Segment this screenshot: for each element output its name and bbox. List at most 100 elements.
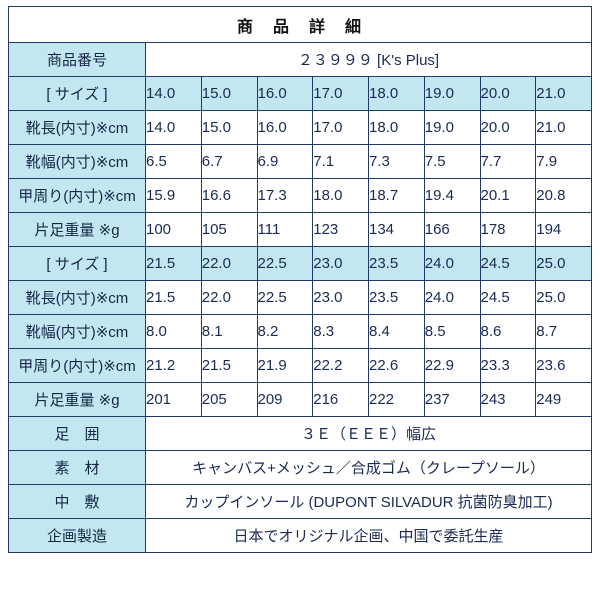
weight-row-2-value-0: 201 xyxy=(145,382,202,417)
weight-row-1-value-4: 134 xyxy=(368,212,425,247)
shoe-width-row-1-value-5: 7.5 xyxy=(423,144,481,179)
shoe-width-row-2-value-5: 8.5 xyxy=(423,314,481,349)
shoe-width-row-2-value-2: 8.2 xyxy=(256,314,314,349)
girth-row-1-value-0: 15.9 xyxy=(145,178,202,213)
size-row-2-label: [ サイズ ] xyxy=(8,246,146,281)
shoe-length-row-1-value-5: 19.0 xyxy=(423,110,481,145)
shoe-length-row-1-value-1: 15.0 xyxy=(200,110,258,145)
size-row-2-value-1: 22.0 xyxy=(200,246,258,281)
size-row-1-value-6: 20.0 xyxy=(479,76,537,111)
girth-row-1-value-6: 20.1 xyxy=(479,178,537,213)
table-row-girth-row-2: 甲周り(内寸)※cm 21.2 21.5 21.9 22.2 22.6 22.9 23.3 23… xyxy=(8,348,592,383)
size-row-1-value-0: 14.0 xyxy=(145,76,202,111)
shoe-length-row-2-value-1: 22.0 xyxy=(200,280,258,315)
weight-row-1-value-5: 166 xyxy=(423,212,481,247)
product-detail-table: 商 品 詳 細 商品番号 ２３９９９ [K's Plus][ サイズ ] 14.0 1… xyxy=(8,6,592,553)
table-row-production: 企画製造 日本でオリジナル企画、中国で委託生産 xyxy=(8,518,592,553)
shoe-width-row-1-value-0: 6.5 xyxy=(145,144,202,179)
table-row-girth-row-1: 甲周り(内寸)※cm 15.9 16.6 17.3 18.0 18.7 19.4 20.1 20… xyxy=(8,178,592,213)
shoe-length-row-1-value-3: 17.0 xyxy=(312,110,369,145)
girth-row-1-label: 甲周り(内寸)※cm xyxy=(8,178,146,213)
weight-row-2-value-2: 209 xyxy=(256,382,314,417)
table-row-size-row-2: [ サイズ ] 21.5 22.0 22.5 23.0 23.5 24.0 24.5 25.0 xyxy=(8,246,592,281)
shoe-length-row-1-value-2: 16.0 xyxy=(256,110,314,145)
shoe-width-row-2-value-7: 8.7 xyxy=(535,314,592,349)
weight-row-2-label: 片足重量 ※g xyxy=(8,382,146,417)
table-row-shoe-length-row-2: 靴長(内寸)※cm 21.5 22.0 22.5 23.0 23.5 24.0 24.5 25.… xyxy=(8,280,592,315)
shoe-width-row-2-value-3: 8.3 xyxy=(312,314,369,349)
weight-row-2-value-1: 205 xyxy=(200,382,258,417)
insole-value: カップインソール (DUPONT SILVADUR 抗菌防臭加工) xyxy=(145,484,592,519)
foot-girth-label: 足 囲 xyxy=(8,416,146,451)
size-row-2-value-3: 23.0 xyxy=(312,246,369,281)
shoe-length-row-1-label: 靴長(内寸)※cm xyxy=(8,110,146,145)
product-number-value: ２３９９９ [K's Plus] xyxy=(145,42,592,77)
shoe-length-row-2-value-4: 23.5 xyxy=(368,280,425,315)
size-row-1-value-7: 21.0 xyxy=(535,76,592,111)
shoe-length-row-2-value-7: 25.0 xyxy=(535,280,592,315)
girth-row-1-value-3: 18.0 xyxy=(312,178,369,213)
shoe-length-row-2-value-2: 22.5 xyxy=(256,280,314,315)
shoe-length-row-2-value-5: 24.0 xyxy=(423,280,481,315)
shoe-width-row-1-label: 靴幅(内寸)※cm xyxy=(8,144,146,179)
girth-row-2-value-3: 22.2 xyxy=(312,348,369,383)
shoe-length-row-2-value-0: 21.5 xyxy=(145,280,202,315)
weight-row-1-value-1: 105 xyxy=(200,212,258,247)
shoe-width-row-2-label: 靴幅(内寸)※cm xyxy=(8,314,146,349)
shoe-width-row-2-value-1: 8.1 xyxy=(200,314,258,349)
table-row-foot-girth: 足 囲 ３Ｅ（ＥＥＥ）幅広 xyxy=(8,416,592,451)
table-body: 商品番号 ２３９９９ [K's Plus][ サイズ ] 14.0 15.0 16.0 1… xyxy=(8,42,592,553)
girth-row-1-value-7: 20.8 xyxy=(535,178,592,213)
size-row-1-label: [ サイズ ] xyxy=(8,76,146,111)
size-row-1-value-5: 19.0 xyxy=(423,76,481,111)
weight-row-1-value-7: 194 xyxy=(535,212,592,247)
material-label: 素 材 xyxy=(8,450,146,485)
table-row-weight-row-1: 片足重量 ※g 100 105 111 123 134 166 178 194 xyxy=(8,212,592,247)
shoe-width-row-1-value-2: 6.9 xyxy=(256,144,314,179)
table-row-weight-row-2: 片足重量 ※g 201 205 209 216 222 237 243 249 xyxy=(8,382,592,417)
shoe-length-row-2-value-3: 23.0 xyxy=(312,280,369,315)
shoe-length-row-1-value-4: 18.0 xyxy=(368,110,425,145)
size-row-1-value-2: 16.0 xyxy=(256,76,314,111)
foot-girth-value: ３Ｅ（ＥＥＥ）幅広 xyxy=(145,416,592,451)
shoe-length-row-1-value-6: 20.0 xyxy=(479,110,537,145)
shoe-width-row-1-value-3: 7.1 xyxy=(312,144,369,179)
girth-row-2-label: 甲周り(内寸)※cm xyxy=(8,348,146,383)
girth-row-2-value-1: 21.5 xyxy=(200,348,258,383)
size-row-1-value-4: 18.0 xyxy=(368,76,425,111)
size-row-2-value-2: 22.5 xyxy=(256,246,314,281)
production-label: 企画製造 xyxy=(8,518,146,553)
table-row-product-number: 商品番号 ２３９９９ [K's Plus] xyxy=(8,42,592,77)
shoe-width-row-2-value-6: 8.6 xyxy=(479,314,537,349)
girth-row-2-value-5: 22.9 xyxy=(423,348,481,383)
weight-row-1-value-6: 178 xyxy=(479,212,537,247)
weight-row-2-value-5: 237 xyxy=(423,382,481,417)
weight-row-2-value-4: 222 xyxy=(368,382,425,417)
size-row-2-value-5: 24.0 xyxy=(423,246,481,281)
girth-row-1-value-4: 18.7 xyxy=(368,178,425,213)
weight-row-2-value-3: 216 xyxy=(312,382,369,417)
girth-row-2-value-6: 23.3 xyxy=(479,348,537,383)
girth-row-2-value-2: 21.9 xyxy=(256,348,314,383)
girth-row-2-value-7: 23.6 xyxy=(535,348,592,383)
table-row-size-row-1: [ サイズ ] 14.0 15.0 16.0 17.0 18.0 19.0 20.0 21.0 xyxy=(8,76,592,111)
table-row-insole: 中 敷カップインソール (DUPONT SILVADUR 抗菌防臭加工) xyxy=(8,484,592,519)
girth-row-1-value-5: 19.4 xyxy=(423,178,481,213)
production-value: 日本でオリジナル企画、中国で委託生産 xyxy=(145,518,592,553)
size-row-2-value-0: 21.5 xyxy=(145,246,202,281)
shoe-length-row-1-value-7: 21.0 xyxy=(535,110,592,145)
table-row-shoe-width-row-1: 靴幅(内寸)※cm 6.5 6.7 6.9 7.1 7.3 7.5 7.7 7.9 xyxy=(8,144,592,179)
shoe-width-row-2-value-4: 8.4 xyxy=(368,314,425,349)
size-row-2-value-7: 25.0 xyxy=(535,246,592,281)
girth-row-1-value-1: 16.6 xyxy=(200,178,258,213)
table-row-material: 素 材キャンバス+メッシュ／合成ゴム（クレープソール） xyxy=(8,450,592,485)
size-row-1-value-3: 17.0 xyxy=(312,76,369,111)
shoe-length-row-2-label: 靴長(内寸)※cm xyxy=(8,280,146,315)
shoe-width-row-1-value-6: 7.7 xyxy=(479,144,537,179)
table-row-shoe-width-row-2: 靴幅(内寸)※cm 8.0 8.1 8.2 8.3 8.4 8.5 8.6 8.7 xyxy=(8,314,592,349)
weight-row-1-value-0: 100 xyxy=(145,212,202,247)
girth-row-1-value-2: 17.3 xyxy=(256,178,314,213)
shoe-length-row-2-value-6: 24.5 xyxy=(479,280,537,315)
size-row-2-value-6: 24.5 xyxy=(479,246,537,281)
weight-row-1-label: 片足重量 ※g xyxy=(8,212,146,247)
